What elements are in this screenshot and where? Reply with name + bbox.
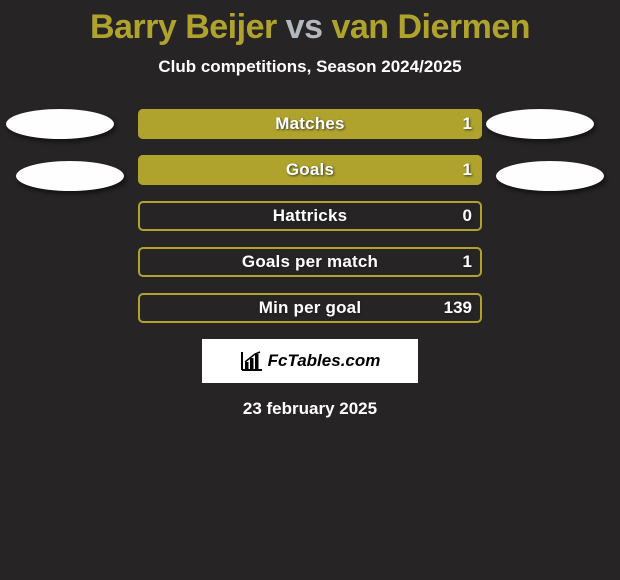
stat-row: Hattricks0 (138, 201, 482, 231)
stat-row: Matches1 (138, 109, 482, 139)
stat-value: 1 (463, 247, 472, 277)
generation-date: 23 february 2025 (0, 399, 620, 419)
stat-label: Hattricks (138, 201, 482, 231)
stat-label: Matches (138, 109, 482, 139)
stat-value: 0 (463, 201, 472, 231)
stat-row: Goals1 (138, 155, 482, 185)
comparison-title: Barry Beijer vs van Diermen (0, 0, 620, 47)
fctables-logo: FcTables.com (202, 339, 418, 383)
vs-text: vs (286, 8, 323, 46)
player-marker-ellipse (486, 109, 594, 139)
player1-name: Barry Beijer (90, 8, 277, 46)
stat-label: Min per goal (138, 293, 482, 323)
stat-value: 1 (463, 155, 472, 185)
stat-row: Goals per match1 (138, 247, 482, 277)
subtitle: Club competitions, Season 2024/2025 (0, 57, 620, 77)
stat-label: Goals per match (138, 247, 482, 277)
stat-value: 139 (444, 293, 472, 323)
logo-text: FcTables.com (268, 351, 381, 371)
stat-value: 1 (463, 109, 472, 139)
comparison-chart: Matches1Goals1Hattricks0Goals per match1… (0, 109, 620, 323)
player2-name: van Diermen (331, 8, 530, 46)
player-marker-ellipse (496, 161, 604, 191)
stat-row: Min per goal139 (138, 293, 482, 323)
player-marker-ellipse (16, 161, 124, 191)
bar-chart-icon (240, 350, 264, 372)
stat-label: Goals (138, 155, 482, 185)
player-marker-ellipse (6, 109, 114, 139)
